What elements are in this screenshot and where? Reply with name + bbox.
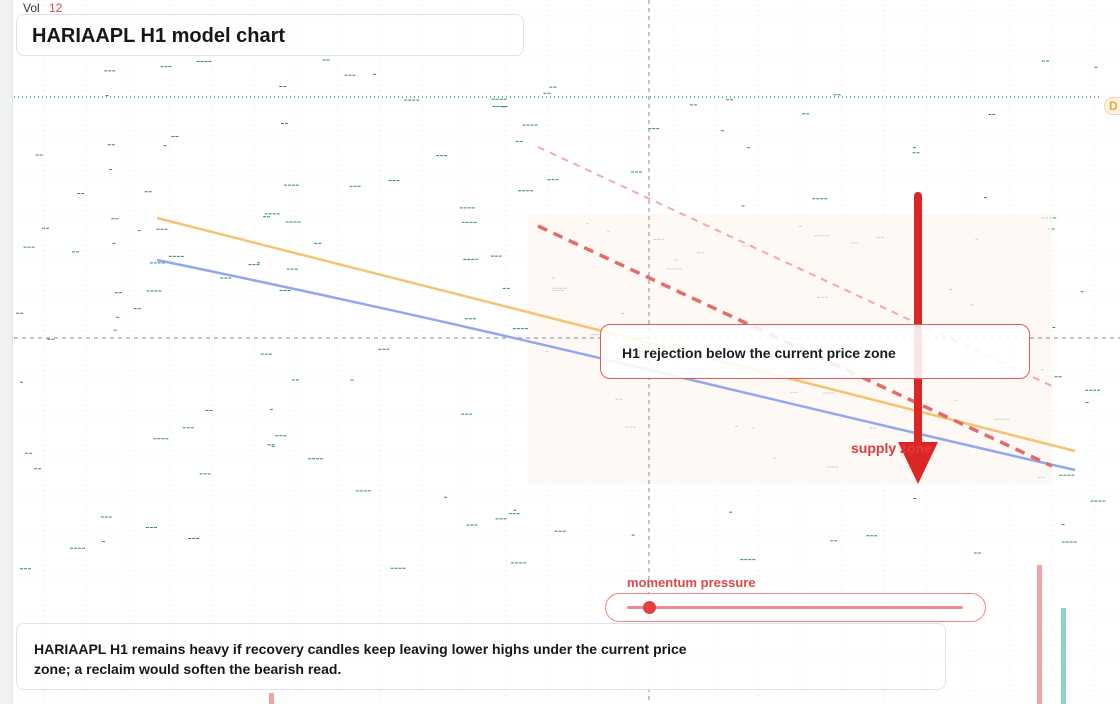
summary-card: HARIAAPL H1 remains heavy if recovery ca… (16, 623, 946, 690)
volume-value: 12 (49, 1, 63, 15)
volume-bar-left (269, 693, 274, 704)
volume-bar-teal (1061, 608, 1066, 704)
momentum-slider[interactable] (605, 593, 986, 622)
dashed-channel-lower (537, 224, 1053, 468)
rejection-callout: H1 rejection below the current price zon… (600, 324, 1030, 379)
rejection-callout-text: H1 rejection below the current price zon… (622, 345, 896, 361)
momentum-slider-thumb[interactable] (643, 601, 656, 614)
timeframe-badge-label: D (1109, 99, 1118, 113)
volume-bar-red (1037, 565, 1042, 704)
down-arrow-icon (898, 192, 938, 484)
volume-label: Vol (23, 1, 40, 15)
momentum-slider-track[interactable] (627, 606, 963, 609)
summary-text: HARIAAPL H1 remains heavy if recovery ca… (34, 641, 687, 677)
timeframe-badge[interactable]: D (1104, 97, 1120, 115)
title-card: HARIAAPL H1 model chart (16, 14, 524, 56)
left-rail (0, 0, 13, 704)
momentum-label: momentum pressure (627, 575, 756, 590)
chart-title: HARIAAPL H1 model chart (32, 25, 286, 47)
volume-bars (269, 565, 1066, 704)
supply-zone-label: supply zone (851, 440, 932, 456)
